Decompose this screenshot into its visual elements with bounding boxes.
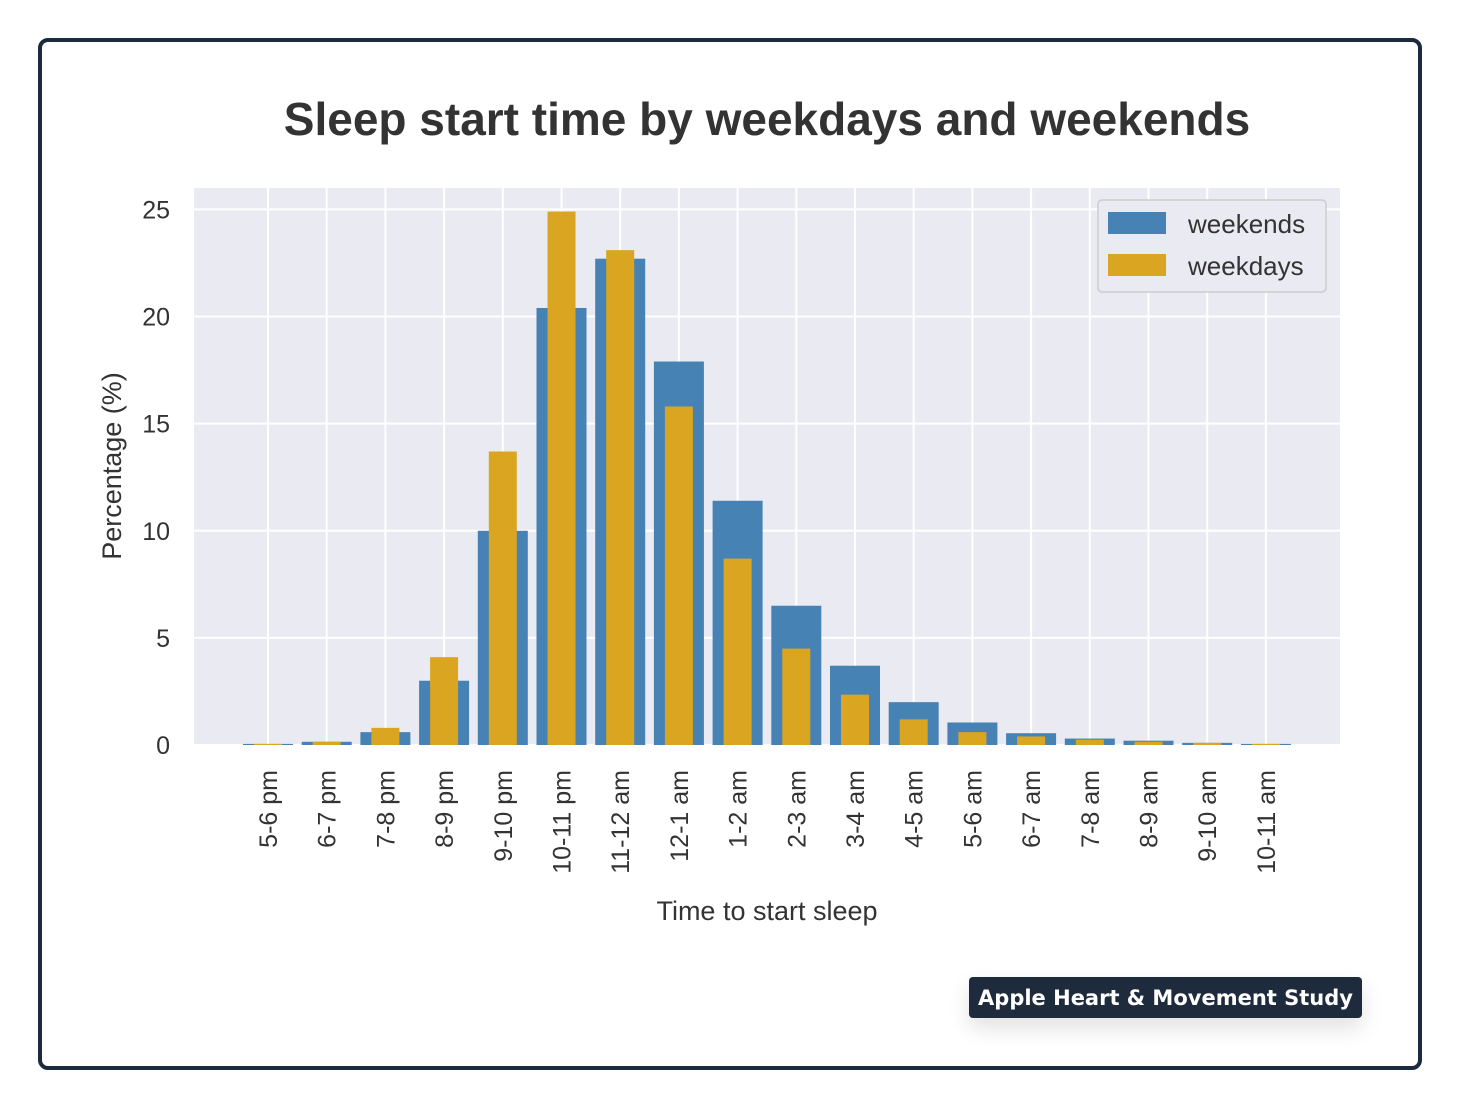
bar-weekdays-3 bbox=[430, 657, 459, 745]
y-tick-label: 25 bbox=[142, 196, 170, 224]
legend-label-weekends: weekends bbox=[1187, 209, 1305, 239]
legend-swatch-weekends bbox=[1108, 212, 1166, 234]
legend-swatch-weekdays bbox=[1108, 254, 1166, 276]
y-tick-label: 5 bbox=[156, 625, 170, 653]
legend: weekends weekdays bbox=[1097, 199, 1327, 293]
bar-weekdays-13 bbox=[1017, 736, 1046, 745]
bar-weekdays-8 bbox=[723, 558, 752, 745]
bar-weekdays-1 bbox=[312, 741, 341, 745]
x-tick-label: 4-5 am bbox=[901, 770, 929, 848]
x-tick-label: 2-3 am bbox=[783, 770, 811, 848]
x-tick-label: 8-9 pm bbox=[431, 770, 459, 848]
x-tick-labels: 5-6 pm 6-7 pm 7-8 pm 8-9 pm 9-10 pm 10-11 pm 1… bbox=[255, 770, 1281, 874]
bar-weekdays-11 bbox=[899, 719, 928, 745]
x-tick-label: 9-10 am bbox=[1194, 770, 1222, 862]
bars-group bbox=[243, 211, 1291, 746]
source-badge: Apple Heart & Movement Study bbox=[969, 977, 1362, 1018]
bar-weekdays-6 bbox=[606, 250, 635, 745]
x-tick-label: 6-7 am bbox=[1018, 770, 1046, 848]
bar-weekdays-17 bbox=[1251, 743, 1280, 745]
bar-weekdays-0 bbox=[254, 743, 282, 745]
y-tick-label: 15 bbox=[142, 411, 170, 439]
y-tick-label: 20 bbox=[142, 304, 170, 332]
bar-weekdays-5 bbox=[547, 211, 576, 746]
x-tick-label: 5-6 am bbox=[959, 770, 987, 848]
legend-label-weekdays: weekdays bbox=[1187, 251, 1304, 281]
bar-weekdays-4 bbox=[488, 451, 517, 745]
bar-weekdays-9 bbox=[782, 648, 811, 745]
x-tick-label: 12-1 am bbox=[666, 770, 694, 862]
bar-weekdays-2 bbox=[371, 727, 400, 745]
y-tick-label: 0 bbox=[156, 732, 170, 760]
x-tick-label: 3-4 am bbox=[842, 770, 870, 848]
bar-weekdays-14 bbox=[1075, 739, 1104, 745]
grid-lines bbox=[194, 188, 1340, 746]
y-tick-labels: 0 5 10 15 20 25 bbox=[142, 196, 170, 760]
chart-title: Sleep start time by weekdays and weekend… bbox=[284, 93, 1250, 145]
x-tick-label: 9-10 pm bbox=[490, 770, 518, 862]
x-tick-label: 6-7 pm bbox=[314, 770, 342, 848]
bar-weekdays-7 bbox=[664, 406, 693, 745]
x-tick-label: 10-11 pm bbox=[549, 770, 577, 874]
y-axis-label: Percentage (%) bbox=[97, 372, 127, 560]
x-tick-label: 7-8 pm bbox=[372, 770, 400, 848]
x-tick-label: 11-12 am bbox=[607, 770, 635, 874]
x-tick-label: 1-2 am bbox=[725, 770, 753, 848]
x-tick-label: 8-9 am bbox=[1136, 770, 1164, 848]
bar-weekdays-12 bbox=[958, 732, 987, 745]
x-tick-label: 10-11 am bbox=[1253, 770, 1281, 874]
bar-weekdays-16 bbox=[1193, 742, 1222, 745]
bar-weekdays-10 bbox=[841, 694, 869, 745]
bar-weekdays-15 bbox=[1134, 741, 1163, 745]
y-tick-label: 10 bbox=[142, 518, 170, 546]
x-tick-label: 7-8 am bbox=[1077, 770, 1105, 848]
x-axis-label: Time to start sleep bbox=[656, 896, 877, 926]
x-tick-label: 5-6 pm bbox=[255, 770, 283, 848]
